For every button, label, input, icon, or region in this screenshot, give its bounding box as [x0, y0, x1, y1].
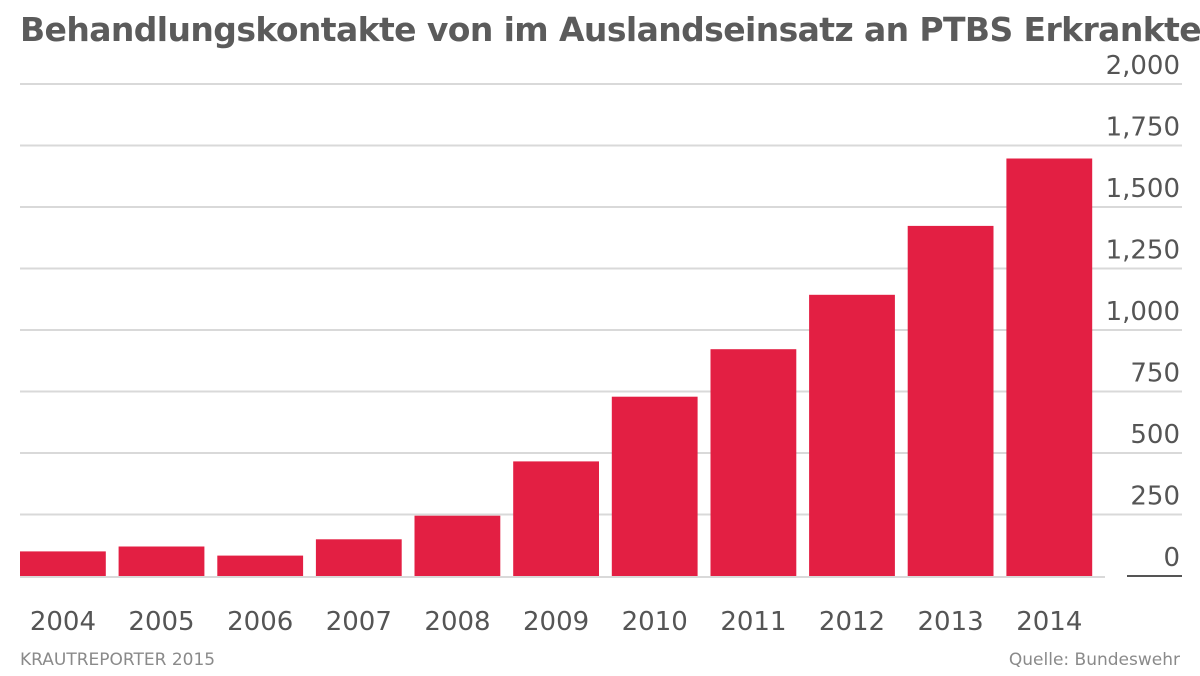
y-tick-label: 500: [1130, 420, 1180, 450]
credit-text: KRAUTREPORTER 2015: [20, 650, 216, 670]
bar-2007: [315, 539, 402, 576]
y-tick-label: 1,750: [1106, 113, 1180, 143]
y-axis-tick-labels: 0 250 500 750 1,000 1,250 1,500 1,750 2,000: [1106, 51, 1180, 573]
y-tick-label: 1,250: [1106, 236, 1180, 266]
y-tick-label: 1,500: [1106, 174, 1180, 204]
bar-2014: [1006, 158, 1093, 576]
bar-2006: [217, 555, 304, 576]
y-tick-label: 750: [1130, 359, 1180, 389]
gridlines: [20, 83, 1182, 577]
x-tick-label: 2012: [819, 607, 885, 637]
bar-2012: [809, 294, 895, 576]
bar-2013: [907, 225, 994, 576]
x-tick-label: 2008: [424, 607, 490, 637]
bar-2005: [118, 546, 205, 576]
bar-2011: [710, 349, 797, 576]
bar-2009: [513, 461, 599, 576]
x-tick-label: 2011: [720, 607, 786, 637]
x-tick-label: 2010: [622, 607, 688, 637]
bars: [20, 158, 1093, 576]
y-tick-label: 250: [1130, 482, 1180, 512]
x-tick-label: 2004: [30, 607, 96, 637]
x-tick-label: 2014: [1016, 607, 1082, 637]
x-axis-tick-labels: 2004 2005 2006 2007 2008 2009 2010 2011 2012 2013…: [30, 607, 1083, 637]
y-tick-label: 1,000: [1106, 297, 1180, 327]
x-tick-label: 2013: [918, 607, 984, 637]
x-tick-label: 2006: [227, 607, 293, 637]
chart-title: Behandlungskontakte von im Auslandseinsa…: [20, 10, 1200, 49]
x-tick-label: 2007: [326, 607, 392, 637]
source-text: Quelle: Bundeswehr: [1008, 650, 1180, 670]
y-tick-label: 2,000: [1106, 51, 1180, 81]
x-tick-label: 2009: [523, 607, 589, 637]
bar-2008: [414, 515, 501, 576]
y-tick-label: 0: [1163, 543, 1180, 573]
x-tick-label: 2005: [128, 607, 194, 637]
bar-2010: [611, 396, 698, 576]
bar-2004: [20, 551, 106, 576]
